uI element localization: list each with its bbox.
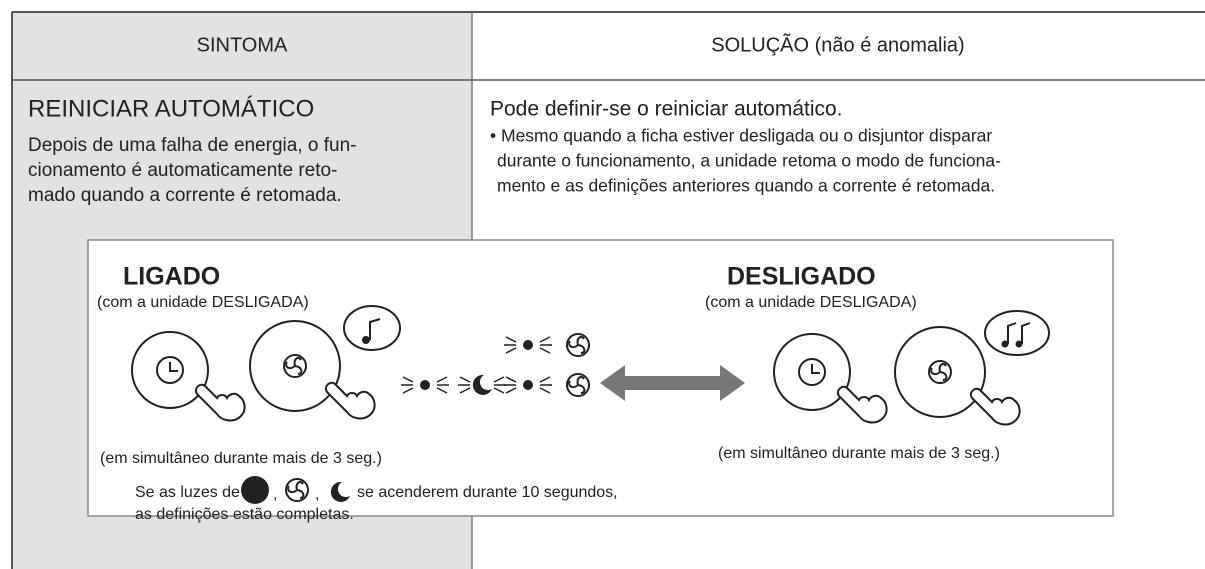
header-cell: SINTOMA xyxy=(197,34,288,56)
off-subtitle: (com a unidade DESLIGADA) xyxy=(705,294,917,311)
indicator-lights xyxy=(400,333,590,397)
off-hold: (em simultâneo durante mais de 3 seg.) xyxy=(718,445,1000,462)
off-buttons xyxy=(773,310,1050,426)
symptom-text: cionamento é automaticamente reto- xyxy=(28,160,337,181)
note-icon xyxy=(241,476,269,504)
solution-text: mento e as definições anteriores quando … xyxy=(497,176,995,196)
symptom-text: mado quando a corrente é retomada. xyxy=(28,185,342,206)
diagram-box xyxy=(87,239,1114,517)
on-buttons xyxy=(131,305,401,422)
double-arrow xyxy=(600,365,745,401)
symptom-title: REINICIAR AUTOMÁTICO xyxy=(28,95,314,122)
solution-text: • Mesmo quando a ficha estiver desligada… xyxy=(490,126,992,146)
note-text: Se as luzes de xyxy=(135,484,240,501)
off-title: DESLIGADO xyxy=(727,263,876,291)
note-text: , xyxy=(315,486,319,503)
solution-title: Pode definir-se o reiniciar automático. xyxy=(490,98,843,121)
symptom-text: Depois de uma falha de energia, o fun- xyxy=(28,135,357,156)
on-hold: (em simultâneo durante mais de 3 seg.) xyxy=(100,450,382,467)
on-title: LIGADO xyxy=(123,263,220,291)
note-text: , xyxy=(273,486,277,503)
header-cell: SOLUÇÃO (não é anomalia) xyxy=(711,32,964,56)
on-subtitle: (com a unidade DESLIGADA) xyxy=(97,294,309,311)
note-text: se acenderem durante 10 segundos, xyxy=(357,484,618,501)
note-text: as definições estão completas. xyxy=(135,506,354,523)
solution-text: durante o funcionamento, a unidade retom… xyxy=(497,151,1001,171)
